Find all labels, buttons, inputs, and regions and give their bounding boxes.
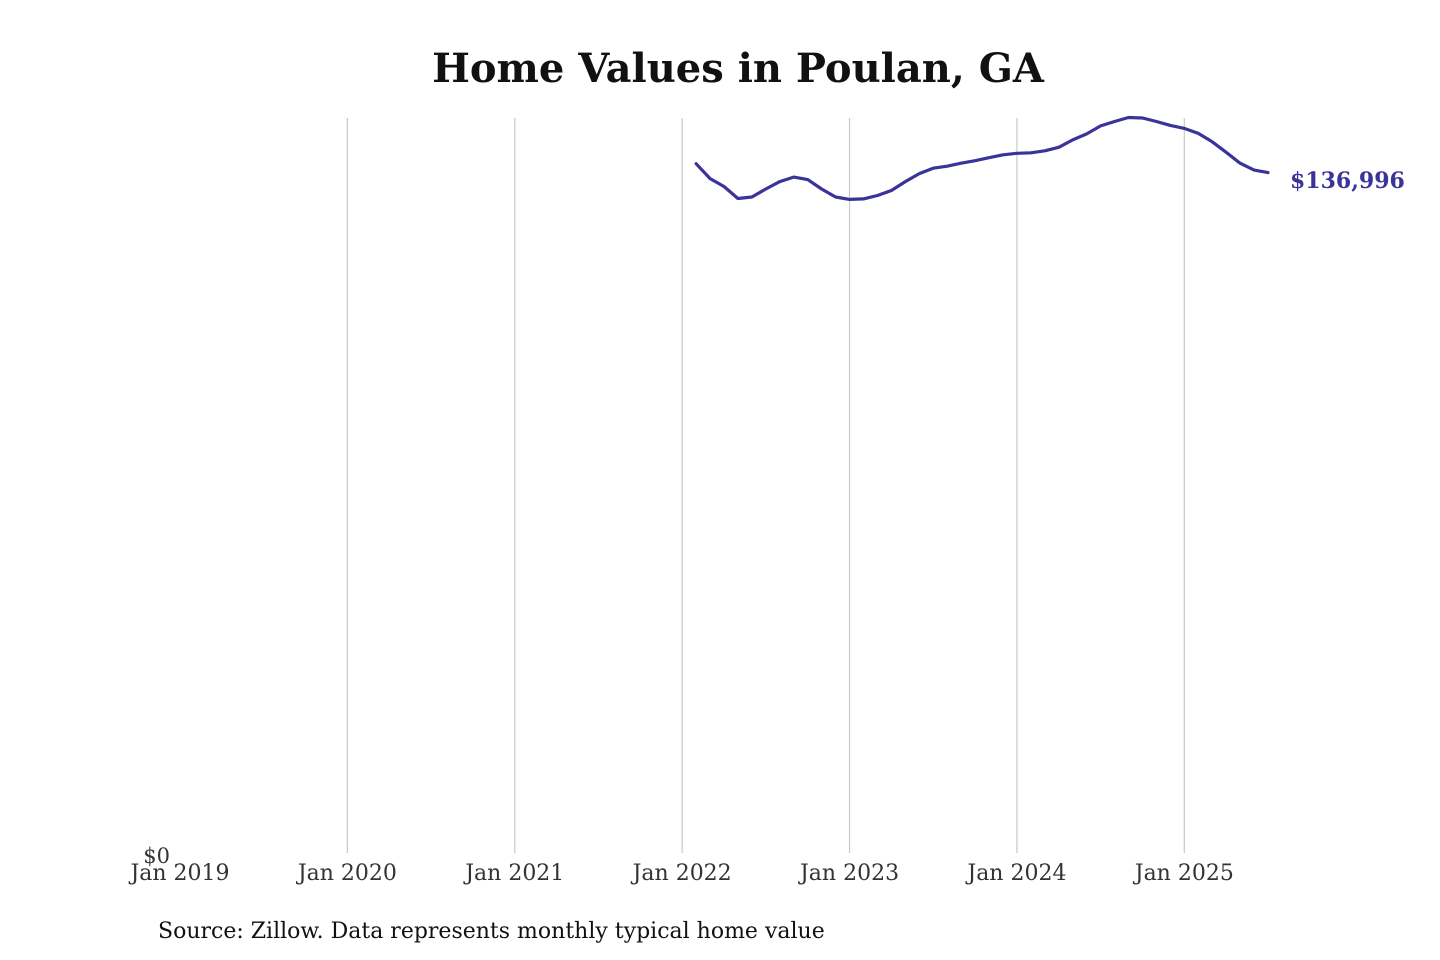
- gridlines: [346, 118, 1185, 853]
- x-tick-label: Jan 2023: [798, 861, 899, 886]
- series-layer: [694, 115, 1270, 201]
- x-tick-label: Jan 2021: [463, 861, 564, 886]
- x-tick-label: Jan 2019: [128, 861, 229, 886]
- x-axis-ticks: Jan 2019 Jan 2020 Jan 2021 Jan 2022 Jan 2023…: [128, 861, 1233, 886]
- latest-value-label: $136,996: [1290, 168, 1405, 194]
- home-value-line: [694, 115, 1270, 201]
- source-note: Source: Zillow. Data represents monthly …: [158, 919, 825, 944]
- y-tick-label-zero: $0: [143, 844, 170, 868]
- x-tick-label: Jan 2024: [965, 861, 1066, 886]
- x-tick-label: Jan 2022: [631, 861, 732, 886]
- chart-title: Home Values in Poulan, GA: [432, 45, 1045, 92]
- x-tick-label: Jan 2020: [296, 861, 397, 886]
- x-tick-label: Jan 2025: [1133, 861, 1234, 886]
